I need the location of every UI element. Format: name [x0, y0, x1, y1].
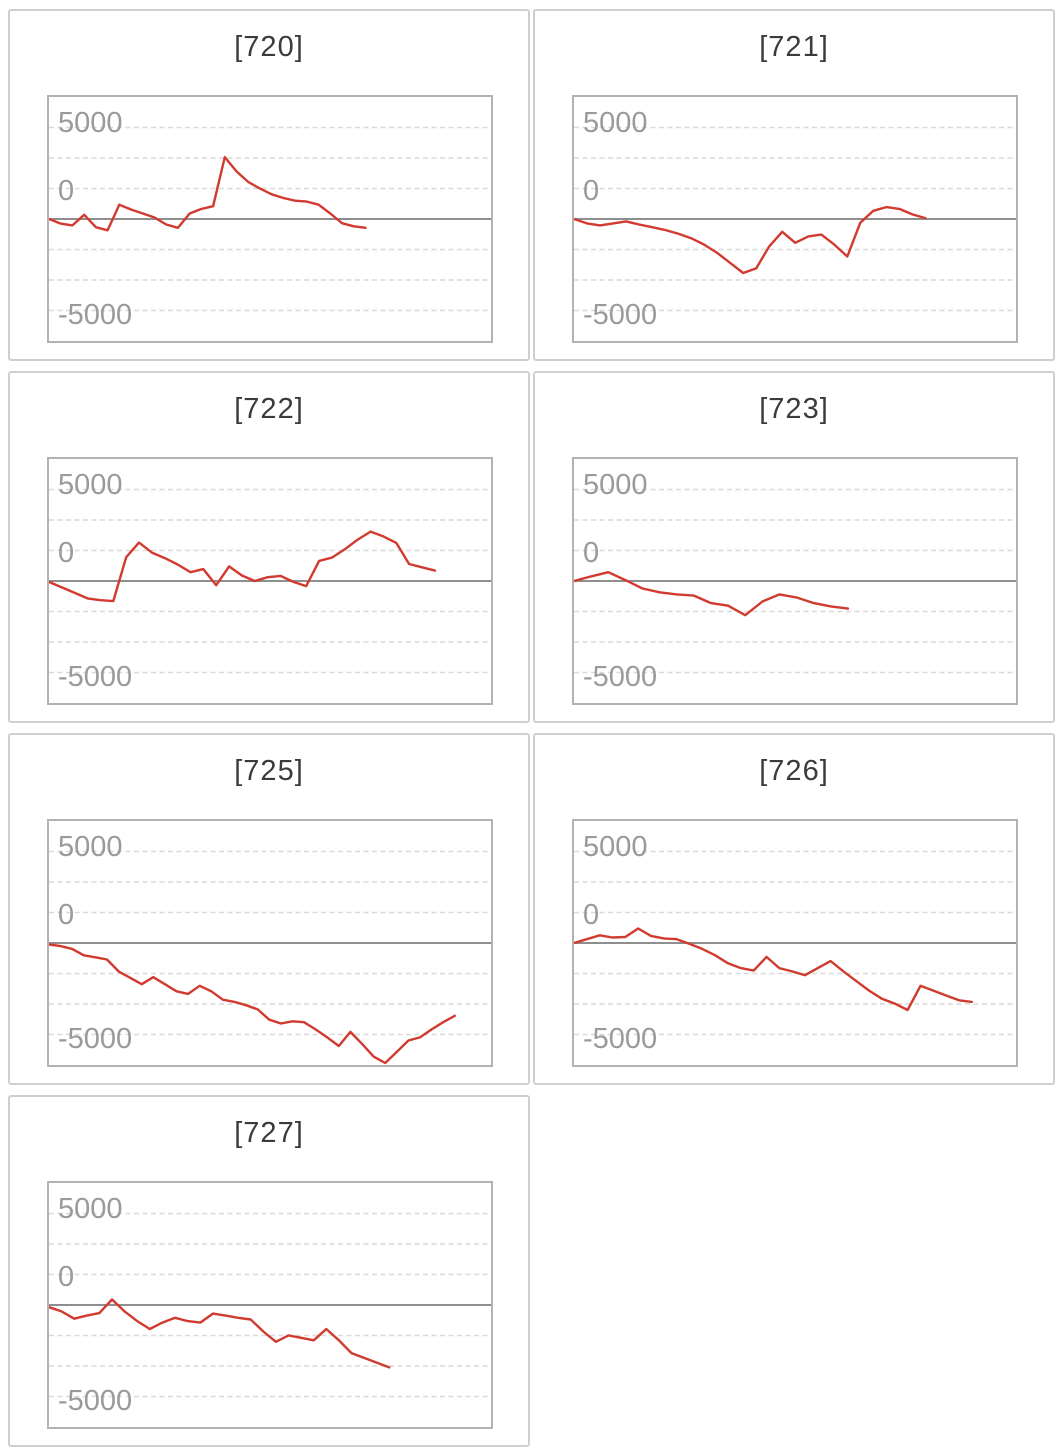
chart-card: [727] 5000 0 -5000 [8, 1095, 530, 1447]
series-line [49, 943, 456, 1065]
chart-title: [725] [234, 755, 304, 787]
chart-canvas [574, 126, 1016, 312]
series-line [49, 1298, 391, 1369]
plot-area: 5000 0 -5000 [47, 819, 493, 1067]
series-line [49, 155, 367, 232]
chart-title: [721] [759, 31, 829, 63]
chart-card: [726] 5000 0 -5000 [533, 733, 1055, 1085]
plot-area: 5000 0 -5000 [572, 819, 1018, 1067]
chart-title: [723] [759, 393, 829, 425]
chart-canvas [49, 850, 491, 1065]
chart-canvas [49, 1212, 491, 1398]
series-line [49, 530, 437, 603]
chart-canvas [49, 488, 491, 674]
chart-canvas [574, 488, 1016, 674]
series-line [574, 205, 927, 275]
chart-card: [725] 5000 0 -5000 [8, 733, 530, 1085]
plot-area: 5000 0 -5000 [572, 95, 1018, 343]
chart-canvas [49, 126, 491, 312]
chart-title: [726] [759, 755, 829, 787]
chart-card: [720] 5000 0 -5000 [8, 9, 530, 361]
plot-area: 5000 0 -5000 [47, 1181, 493, 1429]
chart-title: [722] [234, 393, 304, 425]
plot-area: 5000 0 -5000 [47, 95, 493, 343]
chart-card: [723] 5000 0 -5000 [533, 371, 1055, 723]
chart-title: [720] [234, 31, 304, 63]
plot-area: 5000 0 -5000 [572, 457, 1018, 705]
chart-card: [722] 5000 0 -5000 [8, 371, 530, 723]
chart-canvas [574, 850, 1016, 1036]
chart-title: [727] [234, 1117, 304, 1149]
series-line [574, 570, 850, 617]
chart-card: [721] 5000 0 -5000 [533, 9, 1055, 361]
plot-area: 5000 0 -5000 [47, 457, 493, 705]
series-line [574, 927, 973, 1012]
